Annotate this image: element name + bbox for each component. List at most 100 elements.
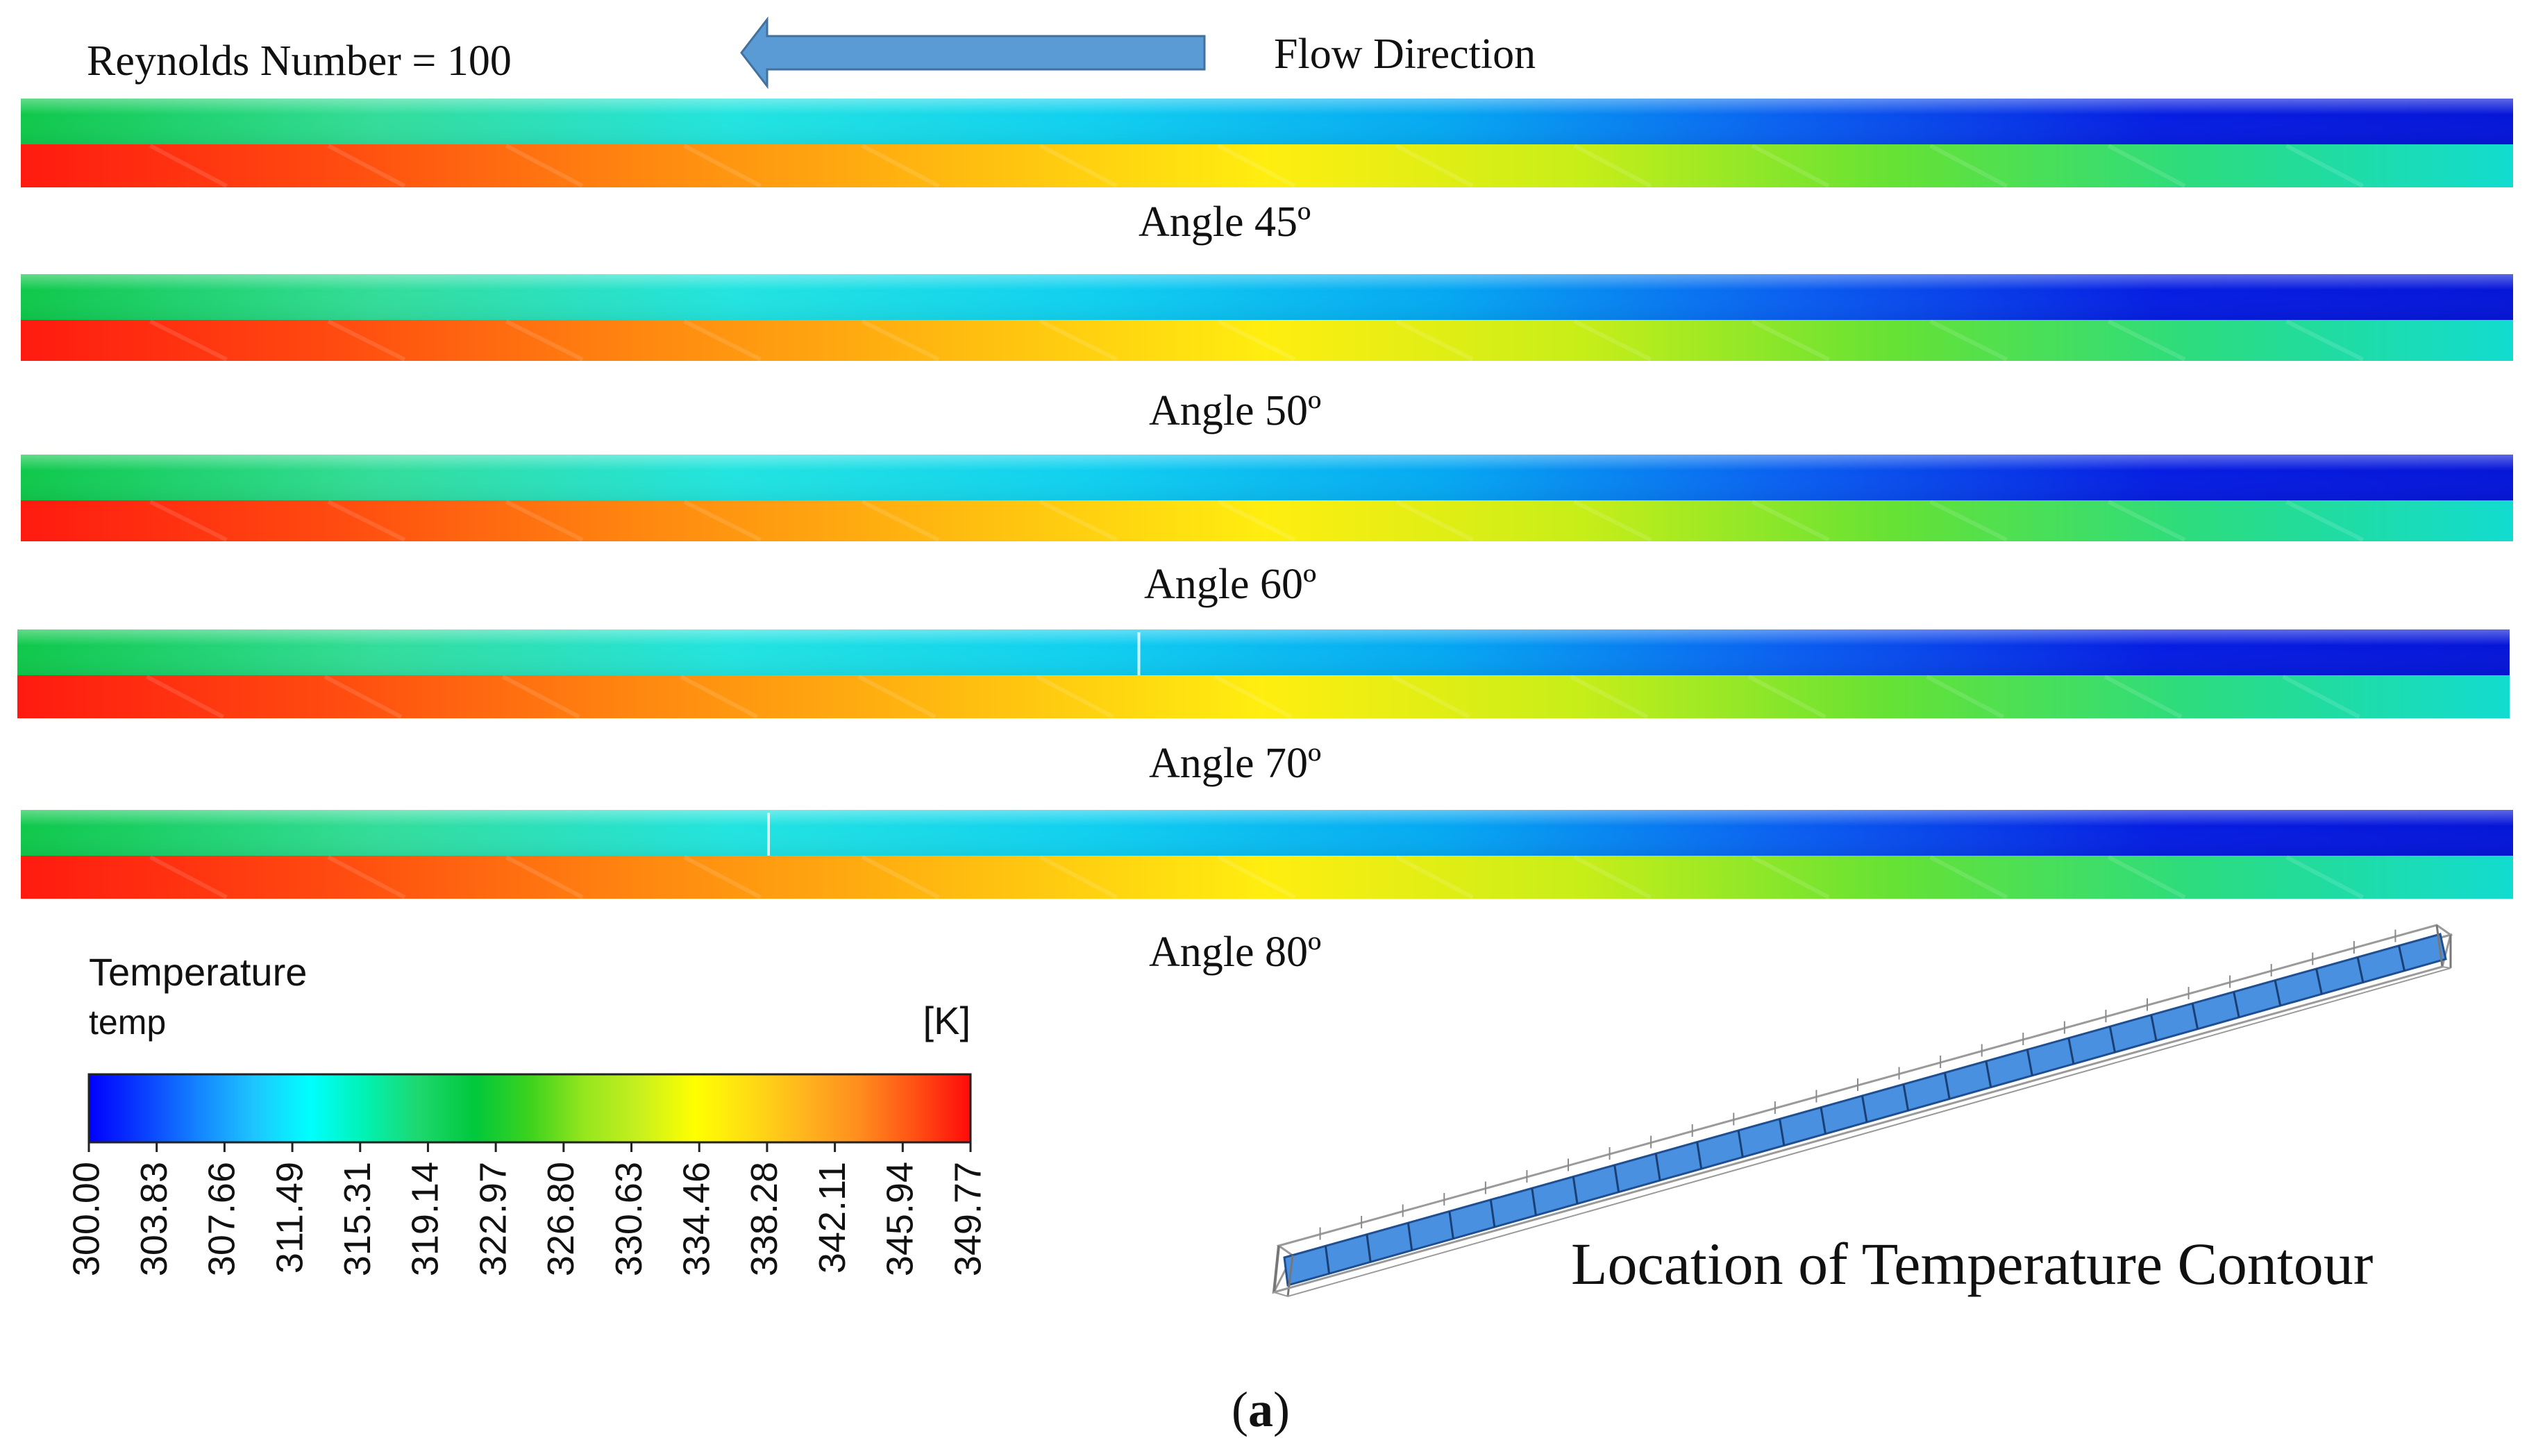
- contour-band-line: [2107, 144, 2186, 188]
- duct-rib: [2398, 945, 2405, 972]
- legend-colorbar: [87, 1073, 972, 1144]
- duct-rib: [1820, 1107, 1827, 1135]
- legend-tick-label: 319.14: [405, 1162, 446, 1276]
- contour-band-line: [1392, 675, 1470, 719]
- contour-band-line: [1751, 144, 1830, 188]
- contour-band-line: [505, 319, 584, 362]
- reynolds-number-label: Reynolds Number = 100: [87, 37, 512, 85]
- duct-rib: [2274, 980, 2282, 1006]
- contour-band-line: [505, 855, 584, 899]
- contour-band-shading: [21, 274, 2513, 320]
- legend-tick-label: 349.77: [947, 1162, 989, 1276]
- contour-strip: Angle 70º: [17, 629, 2510, 787]
- duct-rib: [1985, 1060, 1992, 1087]
- legend-ticks: 300.00 303.83 307.66 311.49 315.31 319.14 322.…: [65, 1142, 989, 1276]
- contour-band-line: [1751, 500, 1830, 542]
- legend-tick-label: 326.80: [540, 1162, 582, 1276]
- contour-band-line: [1929, 855, 2008, 899]
- duct-rib: [2108, 1026, 2116, 1053]
- duct-rib: [2315, 968, 2323, 994]
- legend-tick-label: 315.31: [337, 1162, 378, 1276]
- contour-band-line: [1573, 855, 1652, 899]
- contour-band-line: [861, 855, 940, 899]
- angle-label: Angle 45º: [1139, 198, 1311, 246]
- contour-band-line: [1217, 319, 1296, 362]
- contour-band-line: [1926, 675, 2005, 719]
- duct-rib: [1613, 1165, 1620, 1192]
- contour-lower-band: [21, 856, 2513, 899]
- angle-label: Angle 50º: [1149, 387, 1321, 434]
- contour-band-shading: [21, 810, 2513, 856]
- contour-band-line: [1217, 855, 1296, 899]
- contour-band-line: [149, 500, 228, 542]
- legend-tick-label: 300.00: [65, 1162, 107, 1276]
- contour-band-line: [680, 675, 759, 719]
- duct-rib: [1448, 1211, 1454, 1239]
- legend-variable: temp: [89, 1003, 166, 1042]
- contour-band-shading: [21, 455, 2513, 500]
- duct-rib: [2067, 1038, 2075, 1065]
- legend-tick-label: 338.28: [744, 1162, 785, 1276]
- contour-band-line: [1036, 675, 1114, 719]
- legend-tick-label: 322.97: [472, 1162, 514, 1276]
- contour-band-line: [2285, 500, 2364, 542]
- contour-band-line: [1570, 675, 1649, 719]
- angle-label: Angle 60º: [1144, 561, 1316, 608]
- legend-tick-label: 311.49: [269, 1162, 310, 1273]
- contour-band-line: [1929, 319, 2008, 362]
- contour-band-line: [327, 500, 406, 542]
- legend-tick-label: 307.66: [201, 1162, 243, 1276]
- contour-lower-band: [21, 320, 2513, 361]
- contour-band-line: [2285, 144, 2364, 188]
- contour-band-line: [1573, 144, 1652, 188]
- duct-rib: [2191, 1003, 2199, 1030]
- contour-band-line: [1395, 319, 1474, 362]
- location-label: Location of Temperature Contour: [1571, 1230, 2373, 1297]
- duct-rib: [1861, 1095, 1868, 1123]
- contour-stack: Angle 45º Angle 50º Angle 60º Angle 70º Angl…: [17, 99, 2513, 976]
- caption-open-paren: (: [1232, 1382, 1248, 1437]
- contour-band-line: [324, 675, 403, 719]
- contour-band-line: [149, 144, 228, 188]
- contour-band-line: [1751, 855, 1830, 899]
- caption-letter: a: [1248, 1382, 1273, 1437]
- contour-band-line: [2285, 855, 2364, 899]
- contour-band-line: [683, 500, 762, 542]
- contour-band-line: [683, 855, 762, 899]
- contour-band-line: [327, 855, 406, 899]
- contour-band-line: [505, 144, 584, 188]
- contour-lower-band: [17, 675, 2510, 718]
- contour-strip: Angle 60º: [21, 455, 2513, 608]
- duct-rib: [1943, 1072, 1951, 1099]
- contour-band-line: [149, 319, 228, 362]
- duct-rib: [2356, 956, 2365, 983]
- contour-band-line: [2107, 855, 2186, 899]
- contour-band-line: [505, 500, 584, 542]
- legend-title: Temperature: [89, 950, 307, 994]
- contour-lower-band: [21, 500, 2513, 541]
- duct-rib: [1572, 1176, 1579, 1204]
- contour-band-line: [1751, 319, 1830, 362]
- contour-band-line: [683, 144, 762, 188]
- contour-band-line: [857, 675, 937, 719]
- figure-caption: (a): [1232, 1382, 1290, 1437]
- contour-band-line: [2107, 500, 2186, 542]
- contour-strip: Angle 45º: [21, 99, 2513, 246]
- contour-band-shading: [21, 99, 2513, 144]
- legend-tick-label: 345.94: [880, 1162, 921, 1276]
- duct-rib: [1366, 1234, 1372, 1262]
- angle-label: Angle 70º: [1149, 740, 1321, 787]
- contour-band-line: [1929, 144, 2008, 188]
- contour-band-line: [2107, 319, 2186, 362]
- contour-band-line: [1039, 144, 1118, 188]
- duct-ribs: [1319, 929, 2405, 1274]
- contour-band-line: [327, 319, 406, 362]
- contour-lower-band: [21, 144, 2513, 187]
- contour-band-line: [1929, 500, 2008, 542]
- duct-rib: [2150, 1015, 2158, 1041]
- contour-strip: Angle 80º: [21, 810, 2513, 976]
- contour-band-line: [1747, 675, 1827, 719]
- angle-label: Angle 80º: [1149, 929, 1321, 976]
- contour-band-line: [1395, 144, 1474, 188]
- contour-band-line: [683, 319, 762, 362]
